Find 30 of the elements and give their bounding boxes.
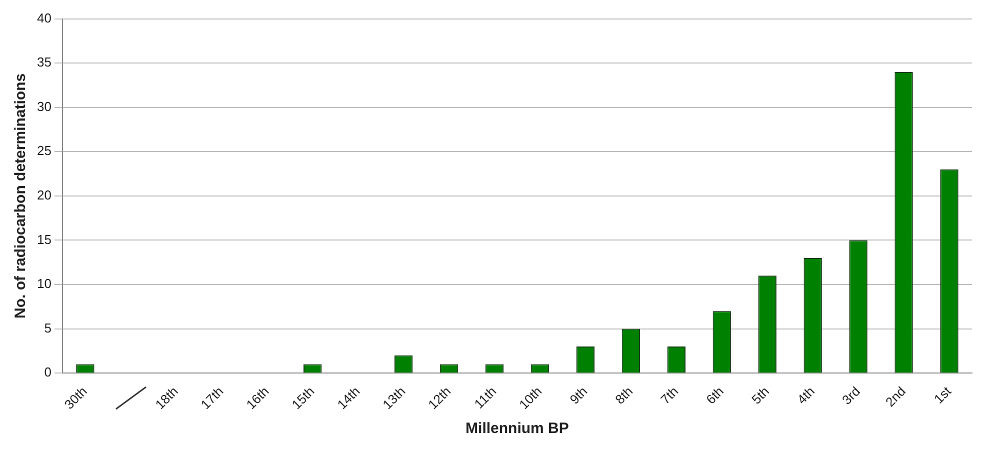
x-tick-label: 12th [425,384,454,412]
y-tick-label: 25 [36,143,52,158]
x-tick-label: 5th [748,384,772,408]
x-tick-label: 4th [794,384,818,408]
x-axis-title: Millennium BP [466,420,569,438]
x-tick-label: 18th [152,384,181,412]
y-tick-label: 5 [44,320,52,336]
x-tick-label: 8th [612,384,636,408]
x-tick-label: 11th [471,384,500,412]
y-tick-label: 30 [36,98,52,114]
x-tick-label: 14th [334,384,363,412]
x-tick-label: 15th [288,384,318,412]
y-tick-label: 35 [36,54,52,70]
x-tick-label: 16th [243,384,272,412]
x-tick-label: 17th [198,384,226,412]
y-axis-title: No. of radiocarbon determinations [12,73,30,318]
y-tick-label: 40 [36,10,52,26]
y-tick-label: 10 [36,276,52,292]
x-tick-label: 10th [516,384,545,412]
x-tick-label: 1st [931,383,954,407]
y-tick-label: 0 [44,364,52,380]
x-tick-label: 6th [703,384,727,408]
x-tick-label: 9th [566,384,590,408]
x-tick-label: 2nd [882,384,908,410]
x-tick-label: 30th [61,384,90,412]
x-tick-label: 3rd [839,384,863,408]
x-tick-label: 13th [380,384,408,412]
y-tick-label: 20 [36,188,52,203]
x-tick-label: 7th [658,384,682,408]
y-tick-label: 15 [36,232,52,247]
